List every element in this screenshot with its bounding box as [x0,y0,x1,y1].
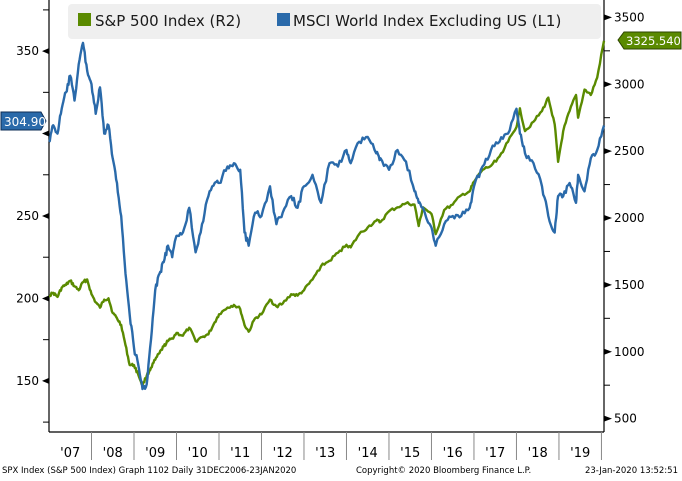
left-last-value-badge: 304.90 [0,111,47,131]
right-tick-label: 3500 [614,10,645,24]
series-line-sp500 [48,40,606,387]
left-tick-label: 150 [16,374,39,388]
x-axis-ticks: '07 '08 '09 '10 '11 '12 '13 '14 '15 '16 '17 '18 '19 [60,432,602,461]
x-tick-label: '19 [570,446,590,461]
right-tick-mark [604,348,612,355]
x-tick-label: '08 [103,446,123,461]
x-tick-label: '14 [358,446,378,461]
left-last-value-text: 304.90 [4,115,46,129]
series-layer [48,40,606,391]
right-tick-mark [604,14,612,21]
x-tick-label: '11 [230,446,250,461]
left-tick-mark [42,377,49,384]
right-tick-label: 2500 [614,144,645,158]
x-tick-label: '10 [188,446,208,461]
legend-swatch-sp500 [78,13,91,26]
right-last-value-badge-shape [617,31,682,50]
legend-box [68,4,601,39]
right-axis-ticks: 500 1000 1500 2000 2500 3500 3000 [604,10,645,426]
left-tick-mark [42,48,49,55]
left-tick-mark [42,130,49,137]
right-tick-mark [604,415,612,422]
left-tick-mark [42,295,49,302]
right-tick-label: 3000 [614,77,645,91]
legend: S&P 500 Index (R2) MSCI World Index Excl… [68,4,601,39]
right-last-value-text: 3325.540 [626,34,681,48]
right-tick-mark [604,81,612,88]
left-axis-ticks: 150 200 250 350 [16,9,49,423]
left-tick-label: 350 [16,44,39,58]
footer-source: SPX Index (S&P 500 Index) Graph 1102 Dai… [2,466,297,476]
right-tick-mark [604,215,612,222]
x-tick-label: '13 [315,446,335,461]
right-tick-label: 1500 [614,278,645,292]
x-tick-label: '12 [273,446,293,461]
x-tick-label: '16 [443,446,463,461]
right-tick-mark [604,281,612,288]
left-tick-label: 250 [16,209,39,223]
x-tick-label: '18 [528,446,548,461]
x-tick-label: '17 [485,446,505,461]
right-tick-label: 500 [614,412,637,426]
left-last-value-badge-shape [0,111,47,131]
legend-swatch-msci [277,13,290,26]
footer-timestamp: 23-Jan-2020 13:52:51 [584,466,678,476]
series-line-msci-world-ex-us [48,41,606,391]
right-tick-mark [604,148,612,155]
x-tick-label: '09 [145,446,165,461]
left-tick-mark [42,213,49,219]
right-last-value-badge: 3325.540 [617,31,682,50]
x-tick-label: '15 [400,446,420,461]
left-tick-label: 200 [16,291,39,305]
legend-label-msci: MSCI World Index Excluding US (L1) [293,12,561,30]
footer-copyright: Copyright© 2020 Bloomberg Finance L.P. [356,466,532,476]
right-tick-label: 2000 [614,211,645,225]
legend-label-sp500: S&P 500 Index (R2) [95,12,241,30]
x-tick-label: '07 [60,446,80,461]
right-tick-label: 1000 [614,345,645,359]
